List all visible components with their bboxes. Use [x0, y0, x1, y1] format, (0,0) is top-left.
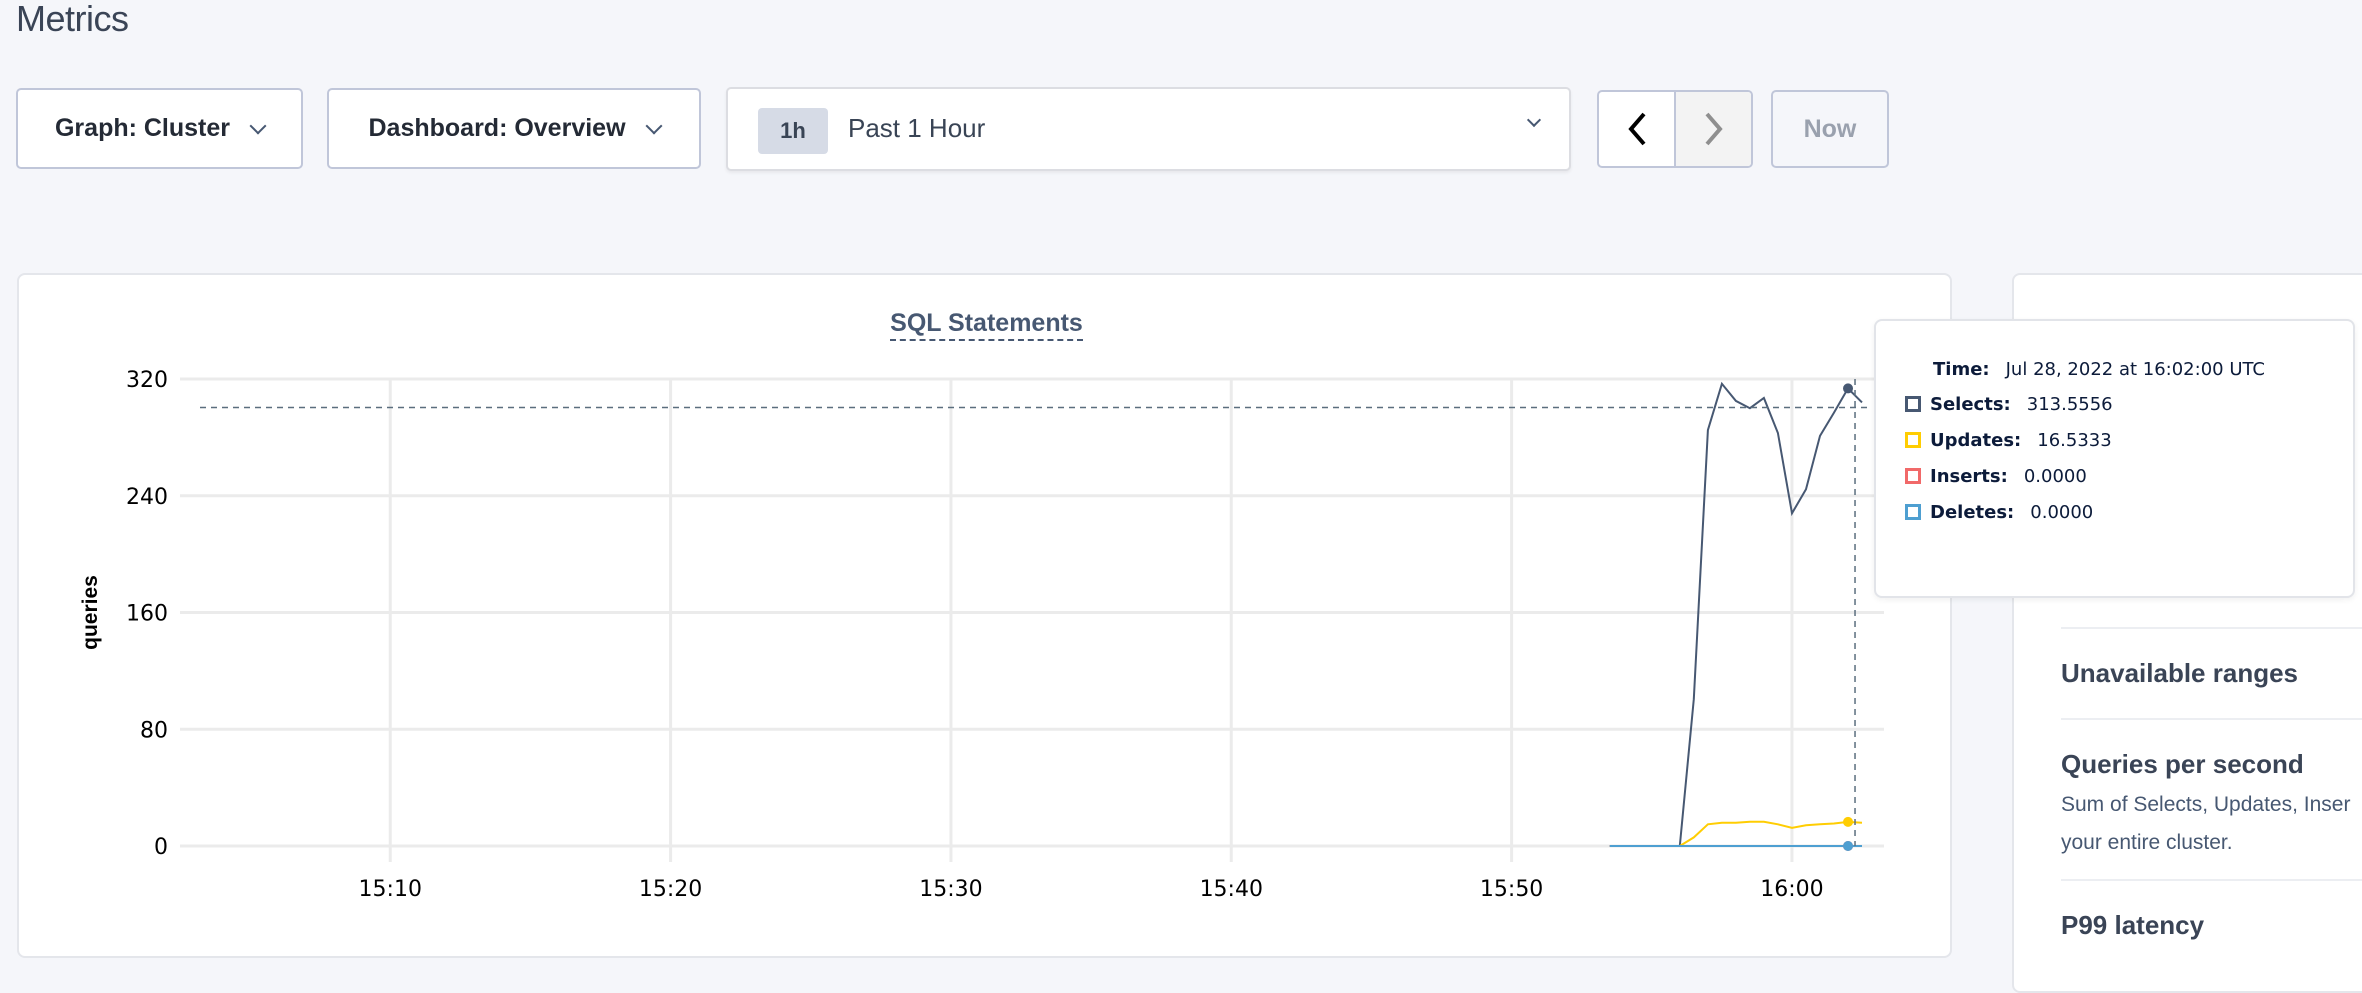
- tooltip-label: Inserts:: [1930, 465, 2008, 487]
- queries-per-second-description: Sum of Selects, Updates, Inser: [2061, 793, 2351, 816]
- time-range-label: Past 1 Hour: [848, 113, 986, 143]
- chevron-down-icon: [645, 117, 663, 134]
- tooltip-time-row: Time: Jul 28, 2022 at 16:02:00 UTC: [1933, 354, 2265, 384]
- divider: [2061, 879, 2362, 881]
- x-tick-label: 16:00: [1760, 877, 1823, 902]
- dashboard-dropdown-label: Dashboard: Overview: [368, 114, 626, 142]
- time-nav-group: [1597, 90, 1753, 168]
- tooltip-value: 313.5556: [2026, 393, 2113, 415]
- hover-point-updates: [1843, 816, 1854, 827]
- graph-dropdown-label: Graph: Cluster: [54, 114, 231, 142]
- x-tick-label: 15:20: [639, 877, 702, 902]
- tooltip-value: 0.0000: [2030, 501, 2094, 523]
- queries-per-second-heading: Queries per second: [2061, 749, 2304, 779]
- divider: [2061, 627, 2362, 629]
- page-title: Metrics: [16, 0, 129, 39]
- tooltip-value: 0.0000: [2023, 465, 2087, 487]
- time-range-picker[interactable]: 1h Past 1 Hour: [726, 87, 1571, 171]
- time-range-badge: 1h: [758, 108, 828, 154]
- inserts-legend-swatch-icon: [1905, 468, 1921, 484]
- chevron-down-icon: [249, 117, 267, 134]
- deletes-legend-swatch-icon: [1905, 504, 1921, 520]
- series-line-selects: [1609, 381, 1863, 847]
- tooltip-row-selects: Selects: 313.5556: [1905, 389, 2113, 419]
- tooltip-label: Updates:: [1930, 429, 2022, 451]
- hover-point-selects: [1843, 383, 1854, 394]
- y-axis-label: queries: [79, 575, 102, 650]
- tooltip-label: Deletes:: [1930, 501, 2015, 523]
- series-line-updates: [1609, 820, 1863, 847]
- y-tick-label: 320: [126, 368, 168, 393]
- chevron-down-icon: [1526, 112, 1542, 128]
- hover-point-deletes: [1843, 841, 1854, 851]
- dashboard-dropdown[interactable]: Dashboard: Overview: [327, 88, 701, 169]
- now-button[interactable]: Now: [1771, 90, 1889, 168]
- selects-legend-swatch-icon: [1905, 396, 1921, 412]
- y-tick-label: 240: [126, 485, 168, 510]
- y-tick-label: 0: [154, 835, 168, 860]
- x-tick-label: 15:30: [919, 877, 982, 902]
- y-tick-label: 160: [126, 602, 168, 627]
- chevron-left-icon: [1627, 112, 1646, 146]
- x-tick-label: 15:10: [359, 877, 422, 902]
- y-tick-label: 80: [140, 718, 168, 743]
- graph-dropdown[interactable]: Graph: Cluster: [16, 88, 303, 169]
- tooltip-label: Selects:: [1930, 393, 2011, 415]
- p99-latency-heading: P99 latency: [2061, 910, 2205, 940]
- next-time-button[interactable]: [1676, 92, 1751, 166]
- tooltip-value: 16.5333: [2037, 429, 2112, 451]
- tooltip-time-value: Jul 28, 2022 at 16:02:00 UTC: [2005, 358, 2265, 380]
- updates-legend-swatch-icon: [1905, 432, 1921, 448]
- tooltip-time-label: Time:: [1933, 358, 1990, 380]
- x-tick-label: 15:40: [1200, 877, 1263, 902]
- tooltip-row-deletes: Deletes: 0.0000: [1905, 497, 2093, 527]
- unavailable-ranges-heading: Unavailable ranges: [2061, 658, 2298, 688]
- chart-tooltip: Time: Jul 28, 2022 at 16:02:00 UTC Selec…: [1874, 319, 2355, 598]
- tooltip-row-inserts: Inserts: 0.0000: [1905, 461, 2087, 491]
- queries-per-second-description: your entire cluster.: [2061, 831, 2233, 854]
- sql-statements-chart[interactable]: 0 80 160 240 320 15:10 15:20 15:30 15:40 15:50 16:…: [19, 275, 1954, 960]
- previous-time-button[interactable]: [1599, 92, 1676, 166]
- x-tick-label: 15:50: [1480, 877, 1543, 902]
- divider: [2061, 718, 2362, 720]
- chart-title[interactable]: SQL Statements: [890, 309, 1083, 341]
- chevron-right-icon: [1704, 112, 1723, 146]
- sql-statements-chart-card: SQL Statements 0 80 160 240 320 15:10 15:20 15:…: [17, 273, 1952, 958]
- tooltip-row-updates: Updates: 16.5333: [1905, 425, 2112, 455]
